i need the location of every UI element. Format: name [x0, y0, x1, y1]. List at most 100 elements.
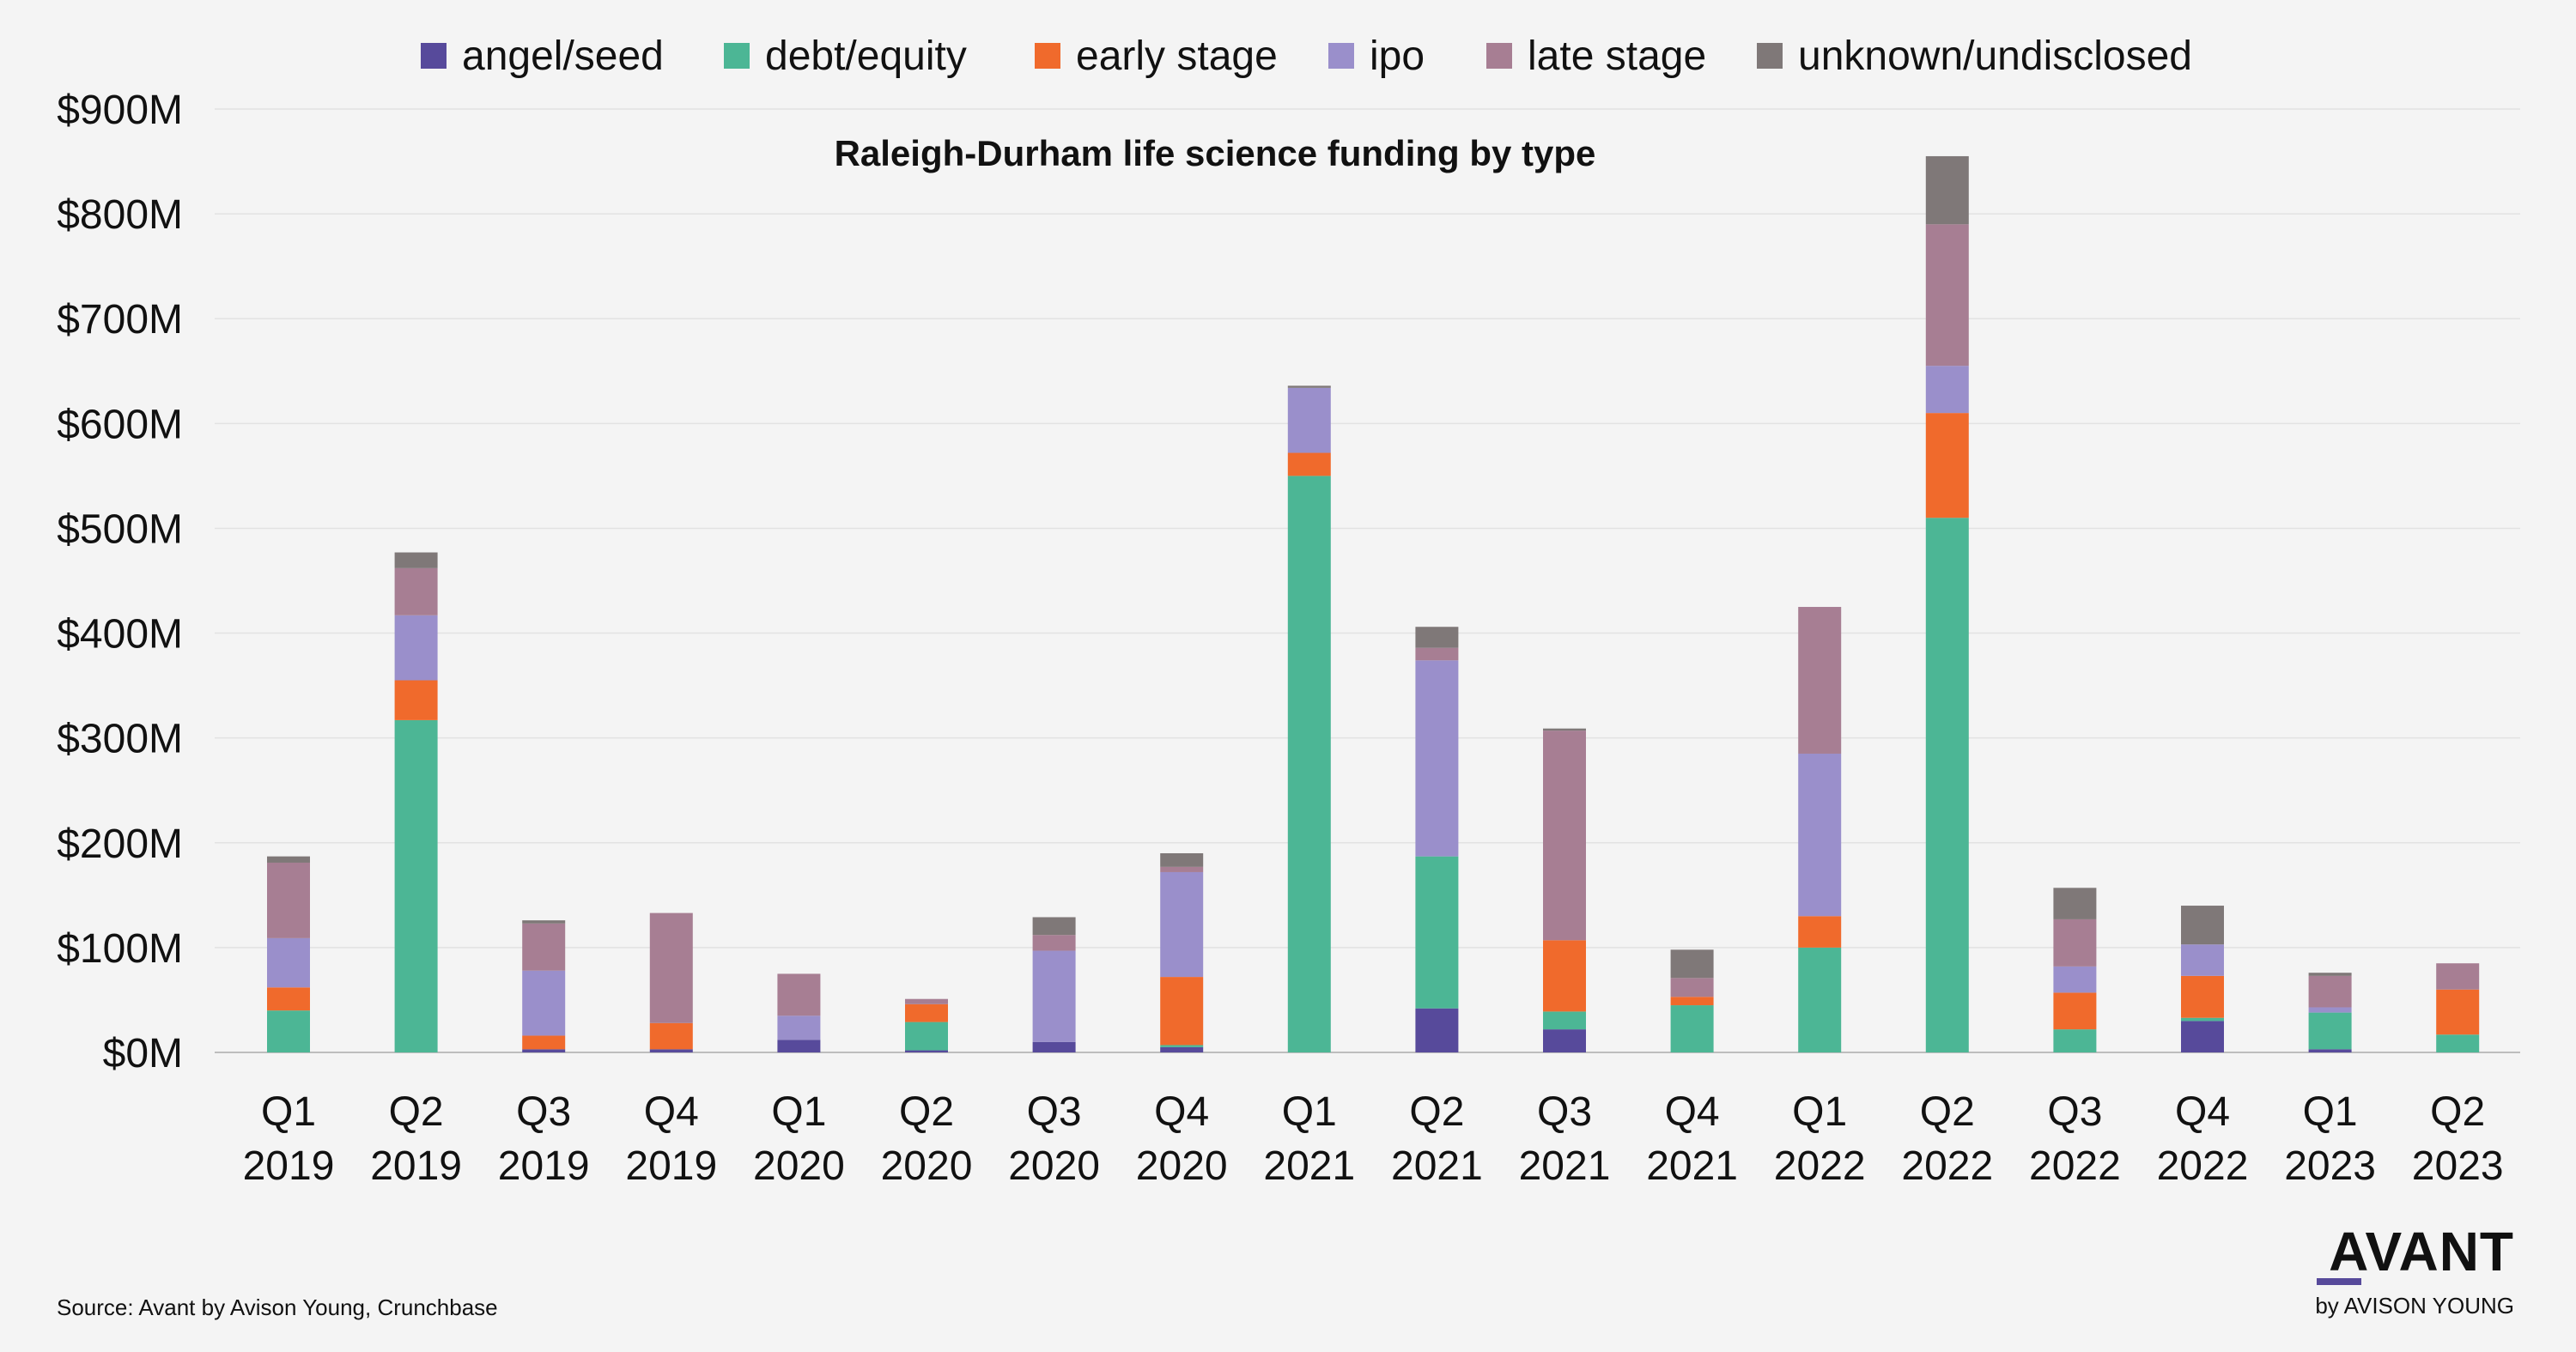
bar-segment-unknown-undisclosed [394, 552, 438, 568]
x-tick-year: 2020 [1008, 1143, 1100, 1189]
x-tick-year: 2020 [881, 1143, 973, 1189]
bar-segment-debt-equity [267, 1010, 310, 1052]
bar-segment-debt-equity [1415, 856, 1459, 1009]
legend-item-early-stage: early stage [1035, 33, 1278, 79]
legend-swatch [1328, 43, 1354, 69]
x-tick-quarter: Q1 [1282, 1089, 1337, 1135]
bar-segment-debt-equity [2308, 1012, 2352, 1050]
legend-item-late-stage: late stage [1486, 33, 1706, 79]
x-tick-quarter: Q4 [1665, 1089, 1720, 1135]
bar-segment-angel-seed [1160, 1046, 1204, 1052]
bars [267, 155, 2480, 1052]
x-tick-quarter: Q1 [771, 1089, 826, 1135]
x-tick-label: Q3 2020 [1008, 1089, 1100, 1189]
bar-segment-debt-equity [1925, 518, 1969, 1052]
bar-segment-unknown-undisclosed [2053, 888, 2097, 919]
bar-segment-early-stage [1160, 977, 1204, 1046]
bar-segment-unknown-undisclosed [267, 856, 310, 863]
legend-swatch [1757, 43, 1783, 69]
bar-segment-ipo [777, 1016, 821, 1040]
bar-segment-early-stage [2436, 989, 2480, 1035]
x-tick-year: 2023 [2284, 1143, 2376, 1189]
x-tick-label: Q1 2019 [243, 1089, 335, 1189]
x-tick-quarter: Q3 [1027, 1089, 1082, 1135]
legend-label: debt/equity [765, 33, 967, 79]
bar-segment-early-stage [649, 1022, 693, 1050]
legend-label: late stage [1528, 33, 1706, 79]
x-tick-year: 2021 [1391, 1143, 1483, 1189]
x-tick-quarter: Q1 [1792, 1089, 1847, 1135]
bar-segment-debt-equity [905, 1022, 948, 1051]
x-tick-label: Q3 2019 [498, 1089, 590, 1189]
legend-label: early stage [1076, 33, 1278, 79]
bar-segment-late-stage [1415, 647, 1459, 661]
bar-segment-angel-seed [2181, 1021, 2224, 1052]
logo-accent-bar [2317, 1278, 2361, 1285]
bar-segment-debt-equity [1798, 947, 1842, 1052]
bar-segment-late-stage [1160, 866, 1204, 872]
x-tick-label: Q1 2023 [2284, 1089, 2376, 1189]
bar-segment-early-stage [1798, 916, 1842, 948]
bar-segment-ipo [2308, 1007, 2352, 1013]
legend-swatch [1035, 43, 1060, 69]
gridlines [215, 108, 2520, 1053]
bar-segment-angel-seed [1543, 1029, 1586, 1052]
bar-segment-late-stage [1925, 224, 1969, 367]
bar-segment-ipo [1415, 660, 1459, 857]
y-tick-label: $300M [57, 717, 183, 762]
bar-segment-late-stage [522, 923, 566, 971]
bar-segment-unknown-undisclosed [1032, 917, 1076, 936]
y-tick-label: $900M [57, 88, 183, 133]
bar-segment-late-stage [777, 973, 821, 1016]
x-tick-quarter: Q3 [516, 1089, 571, 1135]
legend-label: ipo [1370, 33, 1425, 79]
legend: angel/seed debt/equity early stage ipo late … [421, 33, 2192, 79]
bar-segment-late-stage [2308, 975, 2352, 1008]
x-tick-quarter: Q4 [644, 1089, 699, 1135]
x-tick-year: 2020 [753, 1143, 845, 1189]
legend-item-unknown-undisclosed: unknown/undisclosed [1757, 33, 2192, 79]
bar-segment-ipo [1925, 366, 1969, 414]
y-axis-ticks: $0M $100M $200M $300M $400M $500M $600M $700M $8… [57, 88, 183, 1076]
bar-segment-debt-equity [1287, 476, 1331, 1052]
bar-segment-late-stage [267, 862, 310, 938]
x-tick-quarter: Q3 [2047, 1089, 2102, 1135]
y-tick-label: $400M [57, 612, 183, 658]
x-tick-label: Q3 2022 [2029, 1089, 2121, 1189]
y-tick-label: $700M [57, 297, 183, 343]
bar-segment-late-stage [1032, 935, 1076, 951]
y-tick-label: $0M [103, 1031, 183, 1076]
x-tick-label: Q4 2022 [2157, 1089, 2249, 1189]
bar-segment-early-stage [267, 987, 310, 1011]
bar-segment-early-stage [522, 1035, 566, 1050]
legend-item-debt-equity: debt/equity [724, 33, 967, 79]
bar-segment-late-stage [394, 567, 438, 615]
x-tick-label: Q4 2021 [1646, 1089, 1738, 1189]
x-tick-year: 2021 [1263, 1143, 1355, 1189]
bar-segment-ipo [522, 970, 566, 1036]
x-tick-label: Q1 2021 [1263, 1089, 1355, 1189]
bar-segment-early-stage [1925, 413, 1969, 518]
bar-segment-angel-seed [1032, 1041, 1076, 1052]
x-tick-year: 2022 [2157, 1143, 2249, 1189]
bar-segment-ipo [1160, 871, 1204, 978]
x-tick-quarter: Q2 [1409, 1089, 1464, 1135]
x-tick-quarter: Q2 [1920, 1089, 1975, 1135]
bar-segment-unknown-undisclosed [1670, 949, 1714, 979]
bar-segment-ipo [1032, 950, 1076, 1042]
x-tick-quarter: Q1 [261, 1089, 316, 1135]
bar-segment-angel-seed [905, 1050, 948, 1052]
legend-swatch [421, 43, 447, 69]
bar-segment-unknown-undisclosed [1415, 627, 1459, 648]
x-tick-quarter: Q1 [2303, 1089, 2358, 1135]
y-tick-label: $800M [57, 192, 183, 238]
bar-segment-ipo [2053, 966, 2097, 993]
x-tick-year: 2021 [1519, 1143, 1611, 1189]
bar-segment-debt-equity [2181, 1017, 2224, 1022]
x-tick-year: 2019 [243, 1143, 335, 1189]
x-tick-year: 2019 [625, 1143, 717, 1189]
bar-segment-angel-seed [777, 1040, 821, 1052]
legend-item-angel-seed: angel/seed [421, 33, 664, 79]
x-tick-label: Q2 2023 [2412, 1089, 2504, 1189]
x-tick-label: Q4 2019 [625, 1089, 717, 1189]
